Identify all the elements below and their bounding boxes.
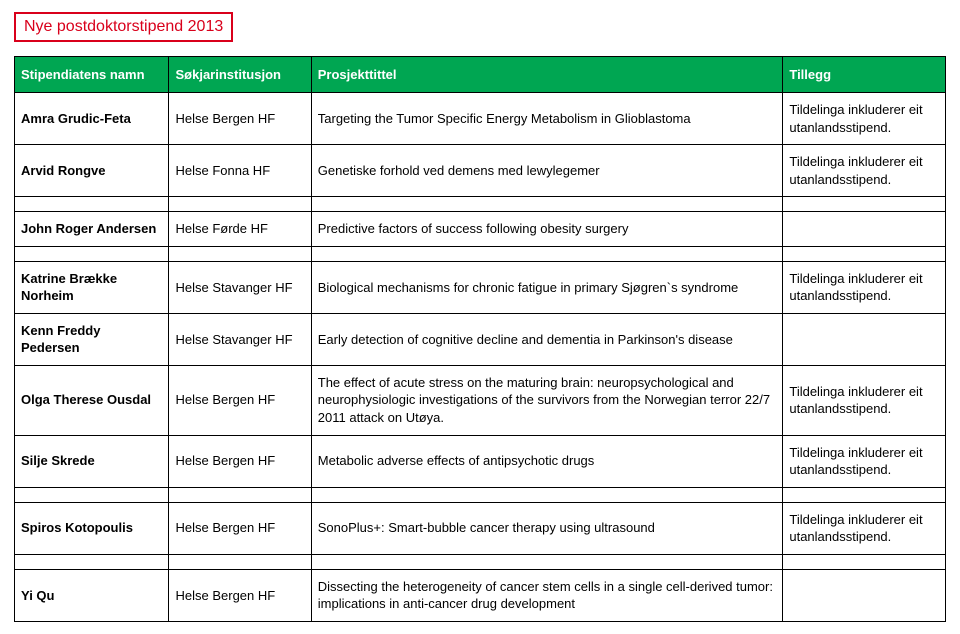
spacer-cell xyxy=(15,554,169,569)
table-body: Amra Grudic-FetaHelse Bergen HFTargeting… xyxy=(15,93,946,622)
col-name: Stipendiatens namn xyxy=(15,57,169,93)
cell-extra: Tildelinga inkluderer eit utanlandsstipe… xyxy=(783,502,946,554)
cell-proj: Dissecting the heterogeneity of cancer s… xyxy=(311,569,783,621)
stipend-table: Stipendiatens namn Søkjarinstitusjon Pro… xyxy=(14,56,946,622)
table-row: Spiros KotopoulisHelse Bergen HFSonoPlus… xyxy=(15,502,946,554)
spacer-cell xyxy=(783,554,946,569)
cell-inst: Helse Stavanger HF xyxy=(169,261,311,313)
cell-extra: Tildelinga inkluderer eit utanlandsstipe… xyxy=(783,365,946,435)
group-spacer xyxy=(15,246,946,261)
cell-name: Spiros Kotopoulis xyxy=(15,502,169,554)
spacer-cell xyxy=(311,246,783,261)
cell-extra: Tildelinga inkluderer eit utanlandsstipe… xyxy=(783,261,946,313)
cell-extra xyxy=(783,313,946,365)
cell-name: Yi Qu xyxy=(15,569,169,621)
table-row: Katrine Brække NorheimHelse Stavanger HF… xyxy=(15,261,946,313)
col-extra: Tillegg xyxy=(783,57,946,93)
spacer-cell xyxy=(783,197,946,212)
cell-name: Silje Skrede xyxy=(15,435,169,487)
spacer-cell xyxy=(783,487,946,502)
table-row: John Roger AndersenHelse Førde HFPredict… xyxy=(15,212,946,247)
col-proj: Prosjekttittel xyxy=(311,57,783,93)
cell-inst: Helse Bergen HF xyxy=(169,365,311,435)
cell-proj: The effect of acute stress on the maturi… xyxy=(311,365,783,435)
page-title-box: Nye postdoktorstipend 2013 xyxy=(14,12,233,42)
table-row: Olga Therese OusdalHelse Bergen HFThe ef… xyxy=(15,365,946,435)
cell-inst: Helse Førde HF xyxy=(169,212,311,247)
cell-proj: Early detection of cognitive decline and… xyxy=(311,313,783,365)
table-row: Kenn Freddy PedersenHelse Stavanger HFEa… xyxy=(15,313,946,365)
spacer-cell xyxy=(169,554,311,569)
spacer-cell xyxy=(169,246,311,261)
col-inst: Søkjarinstitusjon xyxy=(169,57,311,93)
group-spacer xyxy=(15,197,946,212)
group-spacer xyxy=(15,487,946,502)
spacer-cell xyxy=(311,197,783,212)
cell-extra xyxy=(783,212,946,247)
spacer-cell xyxy=(15,197,169,212)
cell-extra: Tildelinga inkluderer eit utanlandsstipe… xyxy=(783,435,946,487)
spacer-cell xyxy=(783,246,946,261)
spacer-cell xyxy=(15,246,169,261)
cell-name: Arvid Rongve xyxy=(15,145,169,197)
page-title: Nye postdoktorstipend 2013 xyxy=(24,18,223,35)
cell-name: Amra Grudic-Feta xyxy=(15,93,169,145)
cell-proj: Biological mechanisms for chronic fatigu… xyxy=(311,261,783,313)
cell-inst: Helse Bergen HF xyxy=(169,502,311,554)
cell-name: John Roger Andersen xyxy=(15,212,169,247)
cell-inst: Helse Fonna HF xyxy=(169,145,311,197)
spacer-cell xyxy=(169,197,311,212)
group-spacer xyxy=(15,554,946,569)
table-row: Arvid RongveHelse Fonna HFGenetiske forh… xyxy=(15,145,946,197)
cell-inst: Helse Bergen HF xyxy=(169,93,311,145)
spacer-cell xyxy=(311,487,783,502)
cell-proj: SonoPlus+: Smart-bubble cancer therapy u… xyxy=(311,502,783,554)
table-row: Silje SkredeHelse Bergen HFMetabolic adv… xyxy=(15,435,946,487)
cell-inst: Helse Bergen HF xyxy=(169,569,311,621)
cell-proj: Genetiske forhold ved demens med lewyleg… xyxy=(311,145,783,197)
cell-proj: Targeting the Tumor Specific Energy Meta… xyxy=(311,93,783,145)
cell-extra xyxy=(783,569,946,621)
spacer-cell xyxy=(15,487,169,502)
cell-name: Katrine Brække Norheim xyxy=(15,261,169,313)
cell-extra: Tildelinga inkluderer eit utanlandsstipe… xyxy=(783,93,946,145)
table-header-row: Stipendiatens namn Søkjarinstitusjon Pro… xyxy=(15,57,946,93)
cell-inst: Helse Stavanger HF xyxy=(169,313,311,365)
table-row: Amra Grudic-FetaHelse Bergen HFTargeting… xyxy=(15,93,946,145)
spacer-cell xyxy=(311,554,783,569)
cell-name: Olga Therese Ousdal xyxy=(15,365,169,435)
spacer-cell xyxy=(169,487,311,502)
cell-inst: Helse Bergen HF xyxy=(169,435,311,487)
cell-proj: Predictive factors of success following … xyxy=(311,212,783,247)
cell-extra: Tildelinga inkluderer eit utanlandsstipe… xyxy=(783,145,946,197)
table-row: Yi QuHelse Bergen HFDissecting the heter… xyxy=(15,569,946,621)
page: Nye postdoktorstipend 2013 Stipendiatens… xyxy=(0,0,960,634)
cell-name: Kenn Freddy Pedersen xyxy=(15,313,169,365)
cell-proj: Metabolic adverse effects of antipsychot… xyxy=(311,435,783,487)
